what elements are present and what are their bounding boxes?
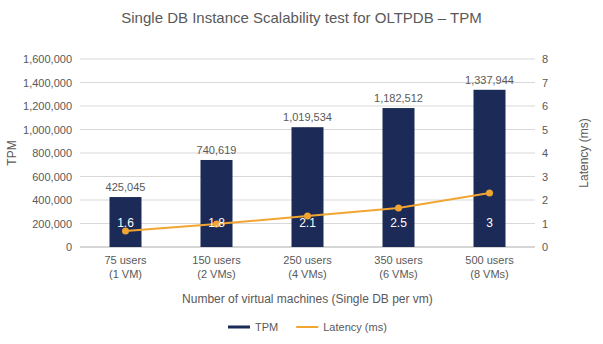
- legend: TPM Latency (ms): [228, 321, 387, 333]
- legend-swatch: [228, 326, 250, 329]
- y2-tick-label: 5: [542, 124, 548, 136]
- line-marker: [395, 204, 402, 211]
- x-tick-label: 350 users (6 VMs): [374, 254, 423, 280]
- y2-tick-label: 3: [542, 171, 548, 183]
- x-tick-label-line: 75 users: [104, 254, 147, 266]
- x-tick-label-line: 350 users: [374, 254, 423, 266]
- y-tick-label: 600,000: [32, 171, 72, 183]
- chart-container: Single DB Instance Scalability test for …: [0, 0, 603, 344]
- y-tick-label: 0: [66, 241, 72, 253]
- legend-label: TPM: [255, 321, 278, 333]
- title: Single DB Instance Scalability test for …: [121, 9, 481, 26]
- y-tick-label: 1,000,000: [23, 124, 72, 136]
- x-tick-label: 500 users (8 VMs): [465, 254, 514, 280]
- y2-tick-label: 6: [542, 100, 548, 112]
- y-tick-label: 1,400,000: [23, 77, 72, 89]
- bar: [110, 197, 142, 247]
- annotation: 1.6: [117, 216, 134, 230]
- annotation: 3: [486, 216, 493, 230]
- annotation: 1.8: [208, 216, 225, 230]
- x-tick-label-line: (4 VMs): [288, 268, 327, 280]
- grid-line: [80, 59, 535, 60]
- y-axis-label: TPM: [5, 140, 19, 165]
- data-label: 740,619: [197, 144, 237, 156]
- x-tick-label-line: 500 users: [465, 254, 514, 266]
- y2-tick-label: 7: [542, 77, 548, 89]
- y2-tick-label: 2: [542, 194, 548, 206]
- y-tick-label: 1,200,000: [23, 100, 72, 112]
- x-tick-label: 250 users (4 VMs): [283, 254, 332, 280]
- grid-line: [80, 106, 535, 107]
- chart-svg: Single DB Instance Scalability test for …: [0, 0, 603, 344]
- background: [0, 0, 603, 344]
- data-label: 425,045: [106, 181, 146, 193]
- bar: [383, 108, 415, 247]
- x-axis-label: Number of virtual machines (Single DB pe…: [182, 292, 433, 306]
- y-tick-label: 200,000: [32, 218, 72, 230]
- line-marker: [486, 189, 493, 196]
- legend-swatch: [296, 326, 318, 328]
- y2-axis-label: Latency (ms): [577, 118, 591, 187]
- data-label: 1,182,512: [374, 92, 423, 104]
- annotation: 2.1: [299, 216, 316, 230]
- line: [126, 193, 490, 231]
- y-tick-label: 1,600,000: [23, 53, 72, 65]
- legend-label: Latency (ms): [323, 321, 387, 333]
- bar: [474, 90, 506, 247]
- labels: 425,045 740,619 1,019,534 1,182,512 1,337,94…: [106, 74, 514, 230]
- y2-tick-label: 4: [542, 147, 548, 159]
- y2-tick-label: 8: [542, 53, 548, 65]
- y2-tick-label: 0: [542, 241, 548, 253]
- x-tick-label-line: (6 VMs): [379, 268, 418, 280]
- x-tick-label: 150 users (2 VMs): [192, 254, 241, 280]
- x-tick-label-line: 250 users: [283, 254, 332, 266]
- x-tick-label-line: 150 users: [192, 254, 241, 266]
- x-tick-label-line: (1 VM): [109, 268, 142, 280]
- x-tick-label-line: (8 VMs): [470, 268, 509, 280]
- data-label: 1,337,944: [465, 74, 514, 86]
- bar: [292, 127, 324, 247]
- y-tick-label: 800,000: [32, 147, 72, 159]
- y-tick-label: 400,000: [32, 194, 72, 206]
- data-label: 1,019,534: [283, 111, 332, 123]
- x-tick-label: 75 users (1 VM): [104, 254, 147, 280]
- y2-tick-label: 1: [542, 218, 548, 230]
- x-tick-label-line: (2 VMs): [197, 268, 236, 280]
- plot-marks: [110, 90, 506, 247]
- bar: [201, 160, 233, 247]
- annotation: 2.5: [390, 216, 407, 230]
